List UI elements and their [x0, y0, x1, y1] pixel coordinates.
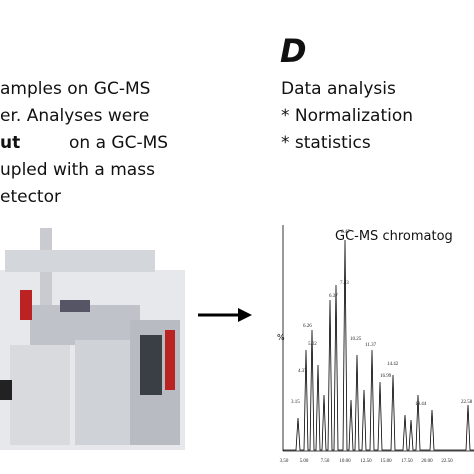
x-label: 10.00	[339, 459, 351, 464]
text-line: upled with a mass	[0, 160, 155, 180]
x-label: 15.00	[380, 459, 392, 464]
peak-label: 6.26	[303, 324, 312, 329]
panel-letter: D	[280, 32, 307, 70]
peak-label: 6.47	[341, 230, 350, 235]
peak-label: 6.37	[329, 294, 338, 299]
x-label: 22.50	[441, 459, 453, 464]
y-axis-label: %	[277, 333, 285, 342]
text-line: etector	[0, 187, 61, 207]
peak-label: 16.99	[380, 374, 392, 379]
text-line: Data analysis	[281, 79, 396, 99]
x-label: 20.00	[421, 459, 433, 464]
instrument	[0, 228, 185, 450]
text-line: amples on GC-MS	[0, 79, 150, 99]
peak-label: 3.15	[291, 400, 300, 405]
peak-label: 7.43	[340, 281, 349, 286]
peak-label: 4.37	[298, 369, 307, 374]
x-label: 5.00	[300, 459, 309, 464]
peak-label: 22.58	[461, 400, 473, 405]
text-line: on a GC-MS	[69, 133, 168, 153]
chromatogram	[282, 225, 474, 452]
x-label: 12.50	[360, 459, 372, 464]
text-line: er. Analyses were	[0, 106, 149, 126]
peak-label: 11.37	[365, 343, 377, 348]
text-line: * statistics	[281, 133, 371, 153]
x-label: 17.50	[401, 459, 413, 464]
text-bold: ut	[0, 133, 20, 153]
text-line: * Normalization	[281, 106, 413, 126]
arrow	[198, 308, 252, 322]
chromatogram-title: GC-MS chromatog	[335, 229, 453, 244]
peak-label: 10.25	[350, 337, 362, 342]
x-label: 7.50	[321, 459, 330, 464]
x-label: 3.50	[280, 459, 289, 464]
peak-label: 19.44	[415, 402, 427, 407]
peak-label: 5.02	[308, 342, 317, 347]
peak-label: 14.42	[387, 362, 399, 367]
